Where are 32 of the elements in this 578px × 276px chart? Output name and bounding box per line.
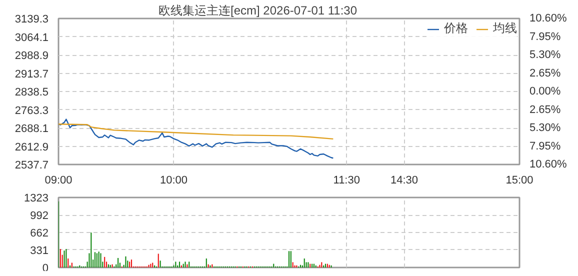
y-tick-label: 2537.7 (14, 160, 49, 172)
y-tick-label: 2838.5 (14, 86, 49, 98)
y-tick-label: 3064.1 (14, 32, 49, 44)
y-tick-label: 2763.3 (14, 104, 49, 117)
y2-tick-label: 2.65% (530, 104, 561, 116)
y-tick-label: 3139.3 (14, 14, 49, 26)
y-tick-label: 331 (30, 244, 49, 257)
x-tick-label: 15:00 (506, 174, 534, 186)
y-tick-label: 2688.1 (14, 123, 49, 135)
line-series (58, 124, 334, 140)
y-tick-label: 992 (30, 210, 49, 222)
line-series (58, 118, 334, 159)
y-tick-label: 2988.9 (14, 50, 49, 62)
y-tick-label: 2612.9 (14, 141, 49, 154)
x-tick-label: 10:00 (160, 174, 188, 186)
y-tick-label: 2913.7 (14, 68, 49, 80)
y2-tick-label: 5.30% (530, 122, 561, 134)
y2-tick-label: 7.95% (530, 140, 561, 152)
y2-tick-label: 10.60% (530, 158, 568, 170)
chart-title: 欧线集运主连[ecm] 2026-07-01 11:30 (158, 4, 358, 18)
x-tick-label: 09:00 (44, 174, 72, 186)
y2-tick-label: 5.30% (530, 49, 561, 61)
x-tick-label: 11:30 (333, 174, 360, 186)
legend-label: 均线 (493, 20, 517, 37)
y-tick-label: 662 (30, 227, 49, 240)
legend-label: 价格 (444, 20, 468, 37)
y2-tick-label: 0.00% (530, 86, 561, 98)
y-tick-label: 1323 (24, 192, 49, 204)
y2-tick-label: 2.65% (530, 67, 561, 80)
y2-tick-label: 10.60% (530, 12, 568, 24)
x-tick-label: 14:30 (390, 174, 418, 186)
y2-tick-label: 7.95% (530, 30, 561, 43)
